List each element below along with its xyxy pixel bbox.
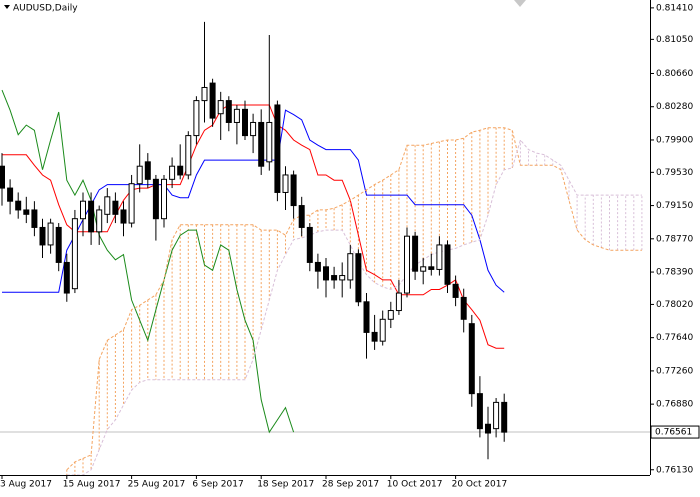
y-tick-label: 0.80660 xyxy=(656,69,693,79)
candle-body xyxy=(233,108,240,123)
candle-body xyxy=(404,235,410,294)
candle-body xyxy=(144,161,151,180)
candle-body xyxy=(444,244,451,285)
y-tick-label: 0.78770 xyxy=(656,234,693,244)
x-tick-label: 20 Oct 2017 xyxy=(452,480,508,490)
candle-body xyxy=(201,86,208,102)
candle-body xyxy=(63,261,70,294)
candle-body xyxy=(323,266,329,281)
candle-body xyxy=(55,226,62,263)
candle-body xyxy=(331,275,338,281)
candle-body xyxy=(274,104,281,193)
candle-body xyxy=(225,100,232,123)
current-price-tag xyxy=(650,425,700,439)
shift-marker[interactable] xyxy=(514,0,526,7)
candle-body xyxy=(136,165,143,185)
candle-body xyxy=(266,121,273,163)
candle-body xyxy=(250,121,257,137)
candle-body xyxy=(339,275,346,281)
candle-body xyxy=(282,174,289,193)
candle-body xyxy=(347,253,354,281)
candle-body xyxy=(104,196,111,215)
cloud-span-line xyxy=(66,127,642,471)
candle-body xyxy=(485,423,491,434)
chart-title: AUDUSD,Daily xyxy=(13,4,78,14)
candle-body xyxy=(501,401,508,433)
x-tick-label: 3 Aug 2017 xyxy=(0,480,52,490)
current-price-label: 0.76561 xyxy=(655,428,692,438)
y-tick-label: 0.79900 xyxy=(656,135,693,145)
candle-body xyxy=(7,187,14,202)
x-tick-label: 15 Aug 2017 xyxy=(63,480,121,490)
candle-body xyxy=(452,283,459,298)
candle-body xyxy=(258,121,265,167)
candle-body xyxy=(71,218,78,290)
candle-body xyxy=(185,135,192,176)
candle-body xyxy=(39,226,46,246)
symbol-menu-arrow[interactable] xyxy=(4,5,10,9)
candle-body xyxy=(298,205,305,228)
candle-body xyxy=(460,296,467,320)
candle-body xyxy=(209,82,216,119)
indicator-line xyxy=(1,89,295,434)
candle-body xyxy=(379,318,386,342)
x-tick-label: 6 Sep 2017 xyxy=(192,480,243,490)
candle-body xyxy=(161,178,167,220)
candle-body xyxy=(0,165,5,189)
candle-body xyxy=(428,266,435,270)
candle-body xyxy=(15,200,22,211)
candle-body xyxy=(193,100,200,137)
candle-body xyxy=(420,266,427,272)
candle-body xyxy=(31,209,38,228)
candle-body xyxy=(355,253,362,303)
candle-body xyxy=(395,292,402,312)
x-tick-label: 25 Aug 2017 xyxy=(128,480,186,490)
candle-body xyxy=(169,165,176,180)
candle-body xyxy=(217,100,224,115)
plot-area xyxy=(0,21,650,476)
candle-body xyxy=(436,244,443,270)
y-tick-label: 0.76880 xyxy=(656,400,693,410)
x-tick-label: 28 Sep 2017 xyxy=(322,480,379,490)
candle-body xyxy=(290,174,297,207)
candle-body xyxy=(47,222,54,246)
y-tick-label: 0.79150 xyxy=(656,201,693,211)
candle-body xyxy=(371,331,378,342)
x-tick-label: 18 Sep 2017 xyxy=(257,480,314,490)
indicator-line xyxy=(2,104,505,349)
candle-body xyxy=(314,261,321,272)
y-tick-label: 0.81050 xyxy=(656,35,693,45)
y-tick-label: 0.76130 xyxy=(656,465,693,475)
y-tick-label: 0.78390 xyxy=(656,268,693,278)
y-tick-label: 0.81410 xyxy=(656,3,693,13)
candle-body xyxy=(120,209,127,224)
y-tick-label: 0.77260 xyxy=(656,366,693,376)
x-tick-label: 10 Oct 2017 xyxy=(387,480,443,490)
candle-body xyxy=(88,200,95,233)
candle-body xyxy=(306,226,313,263)
candle-body xyxy=(412,235,419,272)
candle-body xyxy=(128,183,135,224)
candle-body xyxy=(152,178,159,220)
candle-body xyxy=(96,209,103,233)
candle-body xyxy=(493,401,500,430)
y-tick-label: 0.78020 xyxy=(656,300,693,310)
cloud-span-line xyxy=(66,138,642,476)
candle-body xyxy=(387,310,394,320)
candle-body xyxy=(80,200,86,220)
candle-body xyxy=(23,209,30,215)
candle-body xyxy=(177,165,184,176)
candle-body xyxy=(242,108,248,137)
candle-body xyxy=(476,393,483,430)
candle-body xyxy=(363,301,370,333)
candle-body xyxy=(112,200,119,215)
y-tick-label: 0.77640 xyxy=(656,333,693,343)
y-tick-label: 0.80280 xyxy=(656,102,693,112)
candle-body xyxy=(468,323,475,395)
y-tick-label: 0.79530 xyxy=(656,168,693,178)
